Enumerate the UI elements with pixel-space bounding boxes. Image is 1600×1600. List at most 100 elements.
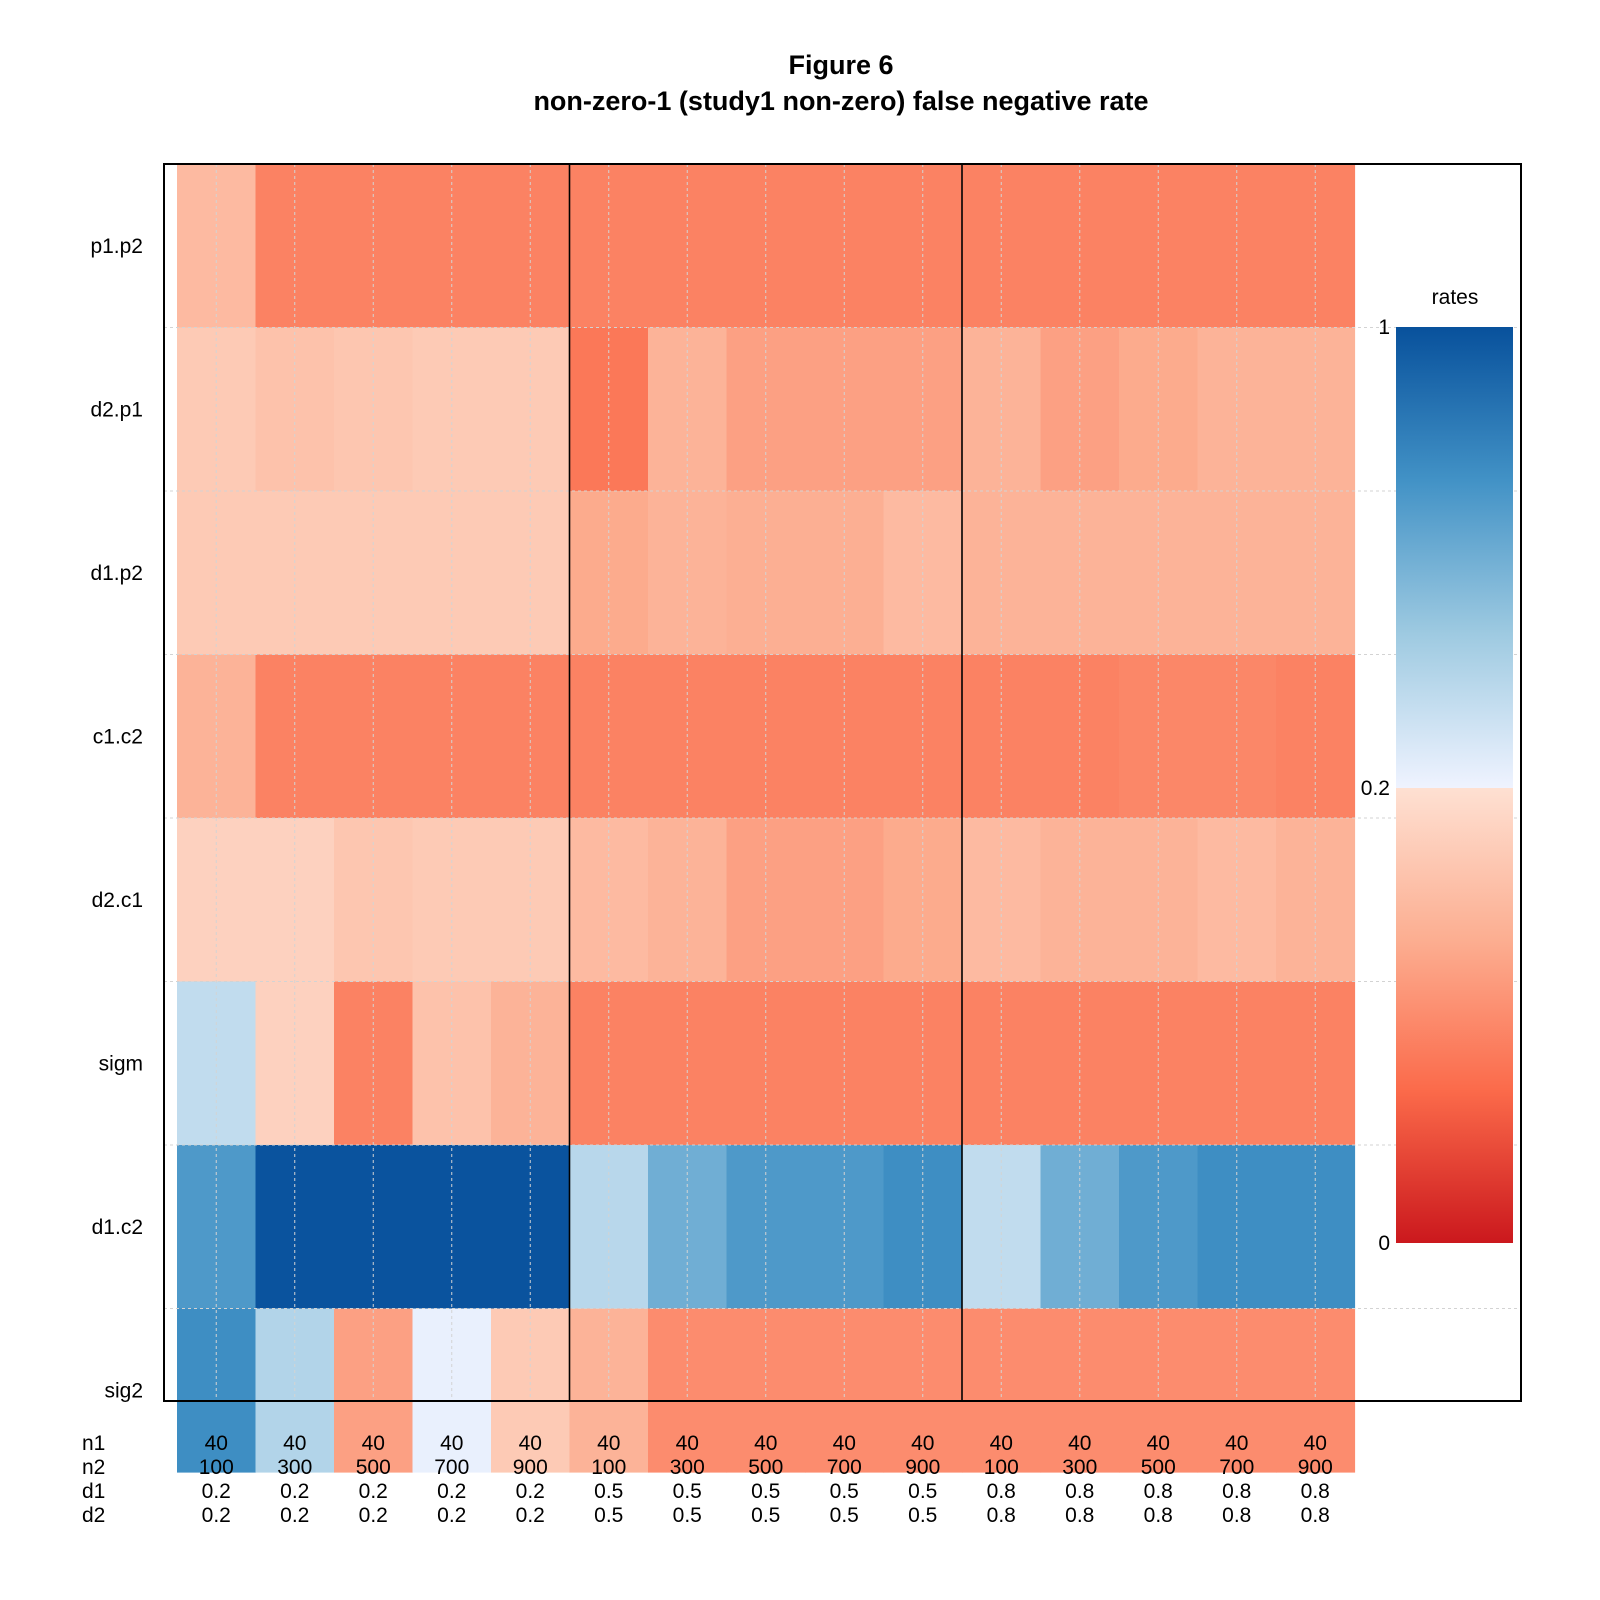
heatmap-cell bbox=[1276, 164, 1356, 329]
heatmap-cell bbox=[1197, 818, 1277, 983]
x-tick-label: 0.5 bbox=[908, 1480, 937, 1503]
x-tick-label: 40 bbox=[754, 1432, 777, 1455]
heatmap-cell bbox=[962, 818, 1042, 983]
x-tick-label: 700 bbox=[434, 1456, 469, 1479]
chart-title: Figure 6 bbox=[788, 50, 893, 80]
heatmap-cell bbox=[1119, 818, 1199, 983]
grid-lines bbox=[164, 164, 1521, 1401]
heatmap-cell bbox=[412, 164, 492, 329]
heatmap-cell bbox=[491, 818, 571, 983]
x-tick-label: 0.8 bbox=[1222, 1480, 1251, 1503]
x-tick-label: 0.5 bbox=[908, 1504, 937, 1527]
x-tick-label: 0.2 bbox=[202, 1480, 231, 1503]
x-tick-label: 0.2 bbox=[202, 1504, 231, 1527]
x-tick-label: 0.2 bbox=[516, 1504, 545, 1527]
heatmap-cell bbox=[569, 164, 649, 329]
heatmap-cell bbox=[177, 818, 257, 983]
x-tick-label: 0.8 bbox=[1144, 1480, 1173, 1503]
row-labels: p1.p2 d2.p1 d1.p2 c1.c2 d2.c1 sigm d1.c2 sig2 bbox=[90, 235, 143, 1403]
x-tick-label: 300 bbox=[277, 1456, 312, 1479]
legend-tick-label: 0.2 bbox=[1361, 777, 1390, 800]
column-labels: n1 40 40 40 40 40 40 40 40 40 40 40 40 40 40 40 n2 100 300… bbox=[82, 1432, 1333, 1527]
x-tick-label: 40 bbox=[440, 1432, 463, 1455]
heatmap-cell bbox=[1040, 818, 1120, 983]
x-tick-label: 40 bbox=[597, 1432, 620, 1455]
x-tick-label: 0.5 bbox=[830, 1480, 859, 1503]
row-label: d1.p2 bbox=[90, 562, 143, 585]
x-tick-label: 100 bbox=[199, 1456, 234, 1479]
x-tick-label: 40 bbox=[676, 1432, 699, 1455]
color-legend: rates 1 0.2 0 bbox=[1361, 286, 1513, 1255]
x-tick-label: 100 bbox=[591, 1456, 626, 1479]
x-tick-label: 500 bbox=[356, 1456, 391, 1479]
x-tick-label: 40 bbox=[911, 1432, 934, 1455]
row-label: d1.c2 bbox=[92, 1216, 143, 1239]
x-tick-label: 300 bbox=[670, 1456, 705, 1479]
heatmap-cell bbox=[1119, 164, 1199, 329]
row-label: p1.p2 bbox=[90, 235, 143, 258]
x-label-row-name: d2 bbox=[82, 1504, 105, 1527]
heatmap-cell bbox=[962, 164, 1042, 329]
x-tick-label: 0.8 bbox=[1144, 1504, 1173, 1527]
heatmap-cell bbox=[255, 818, 335, 983]
heatmap-cell bbox=[883, 818, 963, 983]
x-tick-label: 900 bbox=[905, 1456, 940, 1479]
x-tick-label: 500 bbox=[1141, 1456, 1176, 1479]
legend-bar-low bbox=[1396, 788, 1513, 1243]
x-tick-label: 40 bbox=[283, 1432, 306, 1455]
x-tick-label: 0.2 bbox=[280, 1504, 309, 1527]
x-tick-label: 0.2 bbox=[280, 1480, 309, 1503]
x-tick-label: 40 bbox=[205, 1432, 228, 1455]
heatmap-cell bbox=[491, 164, 571, 329]
x-tick-label: 700 bbox=[827, 1456, 862, 1479]
legend-tick-label: 1 bbox=[1378, 316, 1390, 339]
x-tick-label: 700 bbox=[1219, 1456, 1254, 1479]
heatmap-cell bbox=[726, 164, 806, 329]
group-separators bbox=[568, 164, 963, 1401]
x-tick-label: 900 bbox=[513, 1456, 548, 1479]
heatmap-cell bbox=[255, 164, 335, 329]
x-tick-label: 0.5 bbox=[751, 1480, 780, 1503]
x-tick-label: 40 bbox=[1304, 1432, 1327, 1455]
x-tick-label: 0.2 bbox=[437, 1504, 466, 1527]
x-label-row-name: n2 bbox=[82, 1456, 105, 1479]
x-label-row-name: n1 bbox=[82, 1432, 105, 1455]
heatmap-cell bbox=[177, 164, 257, 329]
x-tick-label: 0.5 bbox=[751, 1504, 780, 1527]
x-tick-label: 0.2 bbox=[437, 1480, 466, 1503]
row-label: d2.p1 bbox=[90, 398, 143, 421]
heatmap-cell bbox=[805, 164, 885, 329]
heatmap-cell bbox=[805, 818, 885, 983]
legend-tick-label: 0 bbox=[1378, 1232, 1390, 1255]
plot-frame bbox=[163, 163, 1522, 1402]
row-label: c1.c2 bbox=[93, 725, 143, 748]
row-label: d2.c1 bbox=[92, 889, 143, 912]
x-tick-label: 0.5 bbox=[673, 1504, 702, 1527]
x-tick-label: 0.2 bbox=[516, 1480, 545, 1503]
x-tick-label: 40 bbox=[1147, 1432, 1170, 1455]
heatmap-cell bbox=[648, 818, 728, 983]
x-tick-label: 40 bbox=[833, 1432, 856, 1455]
heatmap-cell bbox=[1276, 818, 1356, 983]
x-tick-label: 40 bbox=[1225, 1432, 1248, 1455]
heatmap-cell bbox=[1040, 164, 1120, 329]
x-label-row-name: d1 bbox=[82, 1480, 105, 1503]
heatmap-cell bbox=[883, 164, 963, 329]
x-tick-label: 0.5 bbox=[830, 1504, 859, 1527]
heatmap-cell bbox=[726, 818, 806, 983]
row-label: sig2 bbox=[104, 1379, 143, 1402]
x-tick-label: 100 bbox=[984, 1456, 1019, 1479]
legend-title: rates bbox=[1432, 286, 1479, 309]
x-tick-label: 0.8 bbox=[1065, 1480, 1094, 1503]
x-tick-label: 40 bbox=[519, 1432, 542, 1455]
x-tick-label: 900 bbox=[1298, 1456, 1333, 1479]
legend-bar-high bbox=[1396, 327, 1513, 788]
heatmap-cell bbox=[569, 818, 649, 983]
x-tick-label: 0.8 bbox=[1301, 1480, 1330, 1503]
x-tick-label: 300 bbox=[1062, 1456, 1097, 1479]
x-tick-label: 0.8 bbox=[1065, 1504, 1094, 1527]
heatmap-cell bbox=[1197, 164, 1277, 329]
chart-subtitle: non-zero-1 (study1 non-zero) false negat… bbox=[533, 86, 1148, 116]
row-label: sigm bbox=[99, 1052, 143, 1075]
